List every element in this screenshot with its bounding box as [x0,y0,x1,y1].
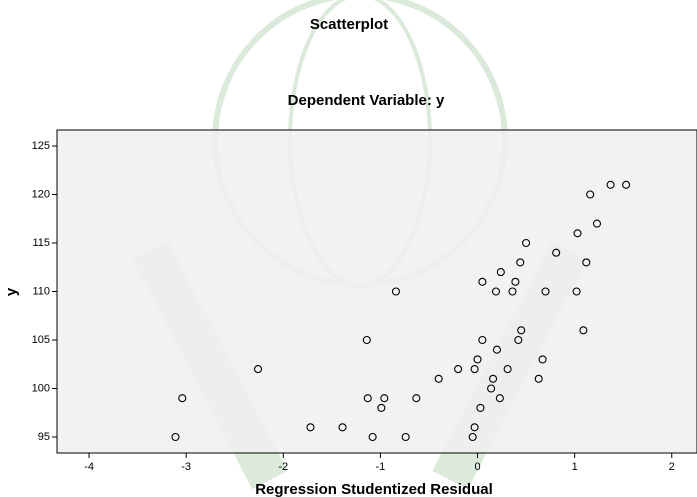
x-tick-label: -3 [181,461,191,473]
page: {"chart_data":{"type":"scatter","title":… [0,0,697,497]
x-tick-label: 2 [669,461,675,473]
y-tick-label: 110 [32,285,50,297]
y-tick-label: 95 [38,431,50,443]
plot-area [57,130,697,453]
x-tick-label: 1 [572,461,578,473]
x-tick-label: -4 [84,461,94,473]
chart-title: Scatterplot [310,16,388,33]
y-tick-label: 120 [32,188,50,200]
chart-subtitle: Dependent Variable: y [288,92,445,109]
y-tick-label: 115 [32,237,50,249]
chart: Scatterplot Dependent Variable: y Regres… [0,0,697,497]
x-axis-label: Regression Studentized Residual [255,481,493,497]
x-tick-label: 0 [474,461,480,473]
x-tick-label: -2 [278,461,288,473]
y-axis-label: y [3,287,20,296]
x-tick-label: -1 [376,461,386,473]
y-tick-label: 125 [32,140,50,152]
y-tick-label: 105 [32,334,50,346]
y-tick-label: 100 [32,382,50,394]
